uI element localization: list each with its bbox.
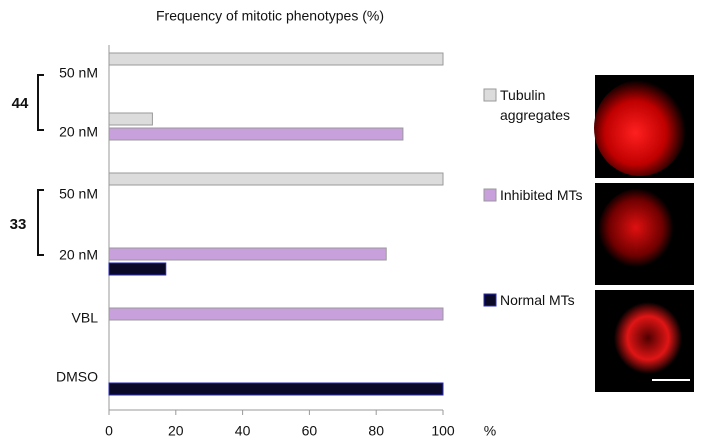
legend-swatch xyxy=(483,293,497,307)
chart-title: Frequency of mitotic phenotypes (%) xyxy=(156,8,384,24)
image-cell xyxy=(598,188,682,276)
image-cell xyxy=(610,298,686,378)
bar xyxy=(108,262,167,276)
micrographs xyxy=(594,75,694,392)
group-bracket xyxy=(37,74,44,131)
x-axis-label: % xyxy=(484,423,496,439)
y-tick-label: 20 nM xyxy=(59,247,98,263)
x-tick-label: 100 xyxy=(431,423,455,439)
y-tick-label: DMSO xyxy=(56,369,98,385)
y-tick-label: VBL xyxy=(72,310,99,326)
y-tick-label: 50 nM xyxy=(59,65,98,81)
image-cell xyxy=(594,80,686,176)
bar xyxy=(108,52,444,66)
group-label: 44 xyxy=(12,95,29,112)
x-tick-label: 80 xyxy=(368,423,384,439)
legend-label: Tubulin aggregates xyxy=(500,87,571,123)
x-tick-label: 20 xyxy=(168,423,184,439)
group-bracket xyxy=(37,189,44,256)
bar xyxy=(108,172,444,186)
y-tick-label: 20 nM xyxy=(59,124,98,140)
legend-swatch xyxy=(483,188,497,202)
bar xyxy=(108,127,404,141)
y-tick-label: 50 nM xyxy=(59,186,98,202)
group-label: 33 xyxy=(10,216,27,233)
x-tick-label: 0 xyxy=(105,423,113,439)
bar xyxy=(108,307,444,321)
legend-label: Normal MTs xyxy=(500,292,575,308)
bar xyxy=(108,112,153,126)
x-tick-label: 60 xyxy=(302,423,318,439)
legend-swatch xyxy=(483,88,497,102)
bar xyxy=(108,382,444,396)
legend-label: Inhibited MTs xyxy=(500,187,583,203)
bar xyxy=(108,247,387,261)
x-tick-label: 40 xyxy=(235,423,251,439)
